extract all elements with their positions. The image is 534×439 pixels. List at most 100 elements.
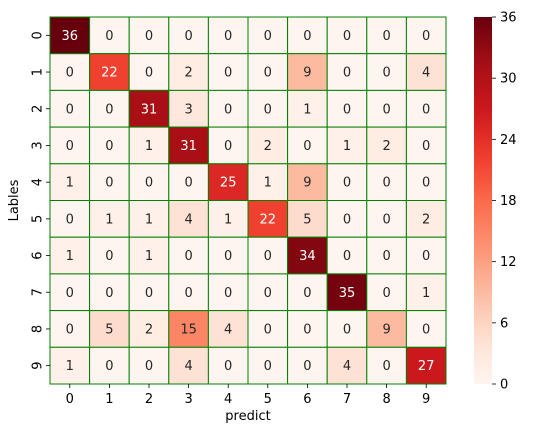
heatmap-cell [207,200,249,238]
heatmap-cell [405,310,447,348]
colorbar-gradient [474,17,492,384]
cell-value-label: 0 [343,322,351,337]
cell-value-label: 36 [62,29,79,44]
heatmap-cell [89,89,130,128]
heatmap-cell [405,236,447,275]
cell-value-label: 0 [105,249,113,264]
x-tick-label: 4 [224,392,232,407]
heatmap-cell [366,310,407,348]
heatmap-cell [207,310,249,348]
colorbar-tick-label: 18 [500,194,517,209]
cell-value-label: 0 [303,322,311,337]
cell-value-label: 0 [184,176,192,191]
cell-value-label: 1 [303,102,311,117]
heatmap-cell [366,236,407,275]
cell-value-label: 0 [343,66,351,81]
cell-value-label: 31 [180,139,197,154]
cell-value-label: 0 [66,66,74,81]
colorbar-tick-label: 30 [500,72,517,87]
cell-value-label: 0 [264,322,272,337]
cell-value-label: 0 [343,102,351,117]
cell-value-label: 2 [184,66,192,81]
heatmap-cell [89,310,130,348]
cell-value-label: 0 [422,322,430,337]
cell-value-label: 0 [343,176,351,191]
y-axis-label: Lables [7,179,22,221]
heatmap-cell [287,53,328,91]
cell-value-label: 34 [299,249,316,264]
cell-value-label: 0 [303,139,311,154]
heatmap-cells [49,16,447,385]
cell-value-label: 0 [264,286,272,301]
cell-value-label: 1 [343,139,351,154]
y-tick-label: 4 [31,178,46,186]
cell-value-label: 0 [224,29,232,44]
cell-value-label: 2 [145,322,153,337]
y-tick-label: 1 [31,68,46,76]
y-tick-label: 2 [31,105,46,113]
heatmap-cell [405,16,447,55]
cell-value-label: 0 [184,29,192,44]
cell-value-label: 25 [220,176,237,191]
heatmap-cell [128,89,170,128]
heatmap-cell [49,346,91,385]
x-tick-label: 7 [343,392,351,407]
cell-value-label: 4 [184,212,192,227]
cell-value-label: 1 [66,176,74,191]
heatmap-cell [287,236,328,275]
cell-value-label: 1 [224,212,232,227]
heatmap-cell [366,53,407,91]
cell-value-label: 0 [303,286,311,301]
cell-value-label: 0 [66,286,74,301]
y-tick-label: 5 [31,215,46,223]
heatmap-cell [405,89,447,128]
colorbar-tick-label: 0 [500,378,508,393]
cell-value-label: 4 [224,322,232,337]
heatmap-cell [405,126,447,165]
cell-value-label: 0 [105,102,113,117]
cell-value-label: 1 [145,139,153,154]
cell-value-label: 1 [145,212,153,227]
heatmap-cell [326,16,368,55]
heatmap-cell [287,163,328,202]
colorbar-tick-label: 12 [500,255,517,270]
y-tick-label: 8 [31,325,46,333]
cell-value-label: 0 [422,249,430,264]
heatmap-cell [247,236,289,275]
cell-value-label: 1 [145,249,153,264]
heatmap-cell [207,346,249,385]
cell-value-label: 0 [382,29,390,44]
cell-value-label: 0 [105,29,113,44]
heatmap-cell [49,236,91,275]
cell-value-label: 0 [382,102,390,117]
heatmap-cell [168,53,209,91]
x-tick-label: 0 [66,392,74,407]
cell-value-label: 9 [303,176,311,191]
cell-value-label: 1 [422,286,430,301]
heatmap-cell [287,310,328,348]
heatmap-cell [326,273,368,312]
y-tick-label: 7 [31,288,46,296]
y-tick-label: 9 [31,362,46,370]
heatmap-cell [168,200,209,238]
cell-value-label: 1 [66,249,74,264]
heatmap-cell [247,53,289,91]
cell-value-label: 0 [382,286,390,301]
heatmap-cell [89,163,130,202]
heatmap-cell [366,273,407,312]
heatmap-cell [366,89,407,128]
heatmap-cell [326,53,368,91]
heatmap-cell [207,273,249,312]
cell-value-label: 0 [264,249,272,264]
heatmap-cell [287,89,328,128]
heatmap-cell [207,163,249,202]
heatmap-cell [49,126,91,165]
cell-value-label: 0 [145,66,153,81]
x-tick-label: 9 [422,392,430,407]
cell-value-label: 0 [303,29,311,44]
heatmap-cell [247,273,289,312]
heatmap-cell [287,126,328,165]
heatmap-cell [366,346,407,385]
cell-value-label: 1 [105,212,113,227]
